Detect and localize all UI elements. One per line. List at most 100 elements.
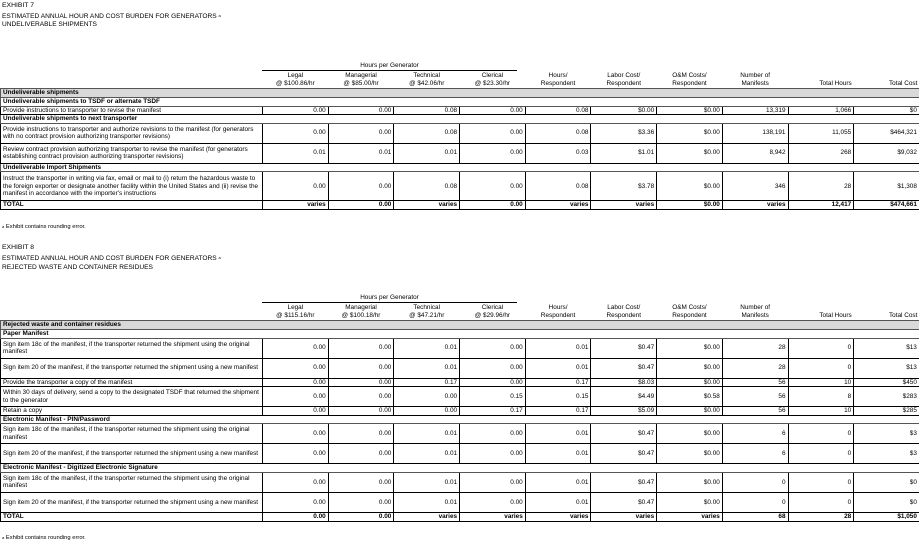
column-header <box>788 72 854 80</box>
cell-value: varies <box>524 200 592 210</box>
row-description: Within 30 days of delivery, send a copy … <box>0 386 263 408</box>
total-row: TOTAL 0.00 0.00 varies varies varies varies var… <box>0 511 919 522</box>
cell-value: $0.00 <box>656 491 723 513</box>
cell-value: 0.01 <box>393 423 461 445</box>
cell-value: 0 <box>721 471 789 493</box>
cell-value: 56 <box>721 386 789 408</box>
section-label: Undeliverable shipments to next transpor… <box>0 114 919 124</box>
column-header: @ $100.86/hr <box>275 80 315 87</box>
exhibit7-title-note: a <box>218 13 221 18</box>
cell-value: 8 <box>787 386 855 408</box>
cell-value: 0.00 <box>262 511 329 522</box>
section-header-row: Electronic Manifest - PIN/Password <box>0 415 919 425</box>
cell-value: $4.49 <box>590 386 658 408</box>
cell-value: 0 <box>721 491 789 513</box>
cell-value: 0.00 <box>459 200 526 210</box>
cell-value: 0.00 <box>327 377 395 388</box>
cell-value: varies <box>393 511 461 522</box>
cell-value: 0.00 <box>262 471 329 493</box>
cell-value: 0.00 <box>262 386 329 408</box>
column-header: Clerical <box>481 304 504 311</box>
table-row: Sign item 20 of the manifest, if the tra… <box>0 491 919 513</box>
exhibit7-subtitle: UNDELIVERABLE SHIPMENTS <box>2 21 97 28</box>
cell-value: 0.00 <box>459 377 526 388</box>
cell-value: $0.47 <box>590 423 658 445</box>
cell-value: 0.08 <box>524 122 592 144</box>
footnote-mark: a <box>2 535 5 540</box>
cell-value: $13 <box>853 337 919 359</box>
exhibit8-label: EXHIBIT 8 <box>2 244 34 251</box>
column-header-blank <box>1 304 263 312</box>
cell-value: $1,308 <box>853 171 919 202</box>
cell-value: 0.00 <box>262 406 329 416</box>
cell-value: 0.08 <box>524 171 592 202</box>
cell-value: 0.15 <box>524 386 592 408</box>
cell-value: 0.03 <box>524 142 592 164</box>
column-header: Respondent <box>672 80 707 87</box>
row-description: Sign item 20 of the manifest, if the tra… <box>0 491 263 513</box>
column-header: Managerial <box>345 72 377 79</box>
exhibit7-title: ESTIMATED ANNUAL HOUR AND COST BURDEN FO… <box>2 13 221 20</box>
cell-value: 0.08 <box>393 105 461 116</box>
section-header-row: Undeliverable shipments to next transpor… <box>0 114 919 124</box>
table-row: Provide instructions to transporter to r… <box>0 105 919 116</box>
cell-value: $0.58 <box>656 386 723 408</box>
section-label: Undeliverable Import Shipments <box>0 163 919 173</box>
cell-value: 0.00 <box>327 105 395 116</box>
cell-value: varies <box>721 200 789 210</box>
cell-value: 1,066 <box>787 105 855 116</box>
column-header: @ $100.18/hr <box>341 312 381 319</box>
column-header: Legal <box>287 72 304 79</box>
column-header: Total Cost <box>888 80 918 87</box>
cell-value: $3.36 <box>590 122 658 144</box>
cell-value: 0.00 <box>327 337 395 359</box>
column-header: Technical <box>413 304 441 311</box>
exhibit7-footnote: a Exhibit contains rounding error. <box>2 224 86 230</box>
cell-value: 0.00 <box>262 171 329 202</box>
cell-value: 0.00 <box>327 122 395 144</box>
column-header: @ $85.00/hr <box>343 80 379 87</box>
cell-value: $450 <box>853 377 919 388</box>
exhibit8-title-text: ESTIMATED ANNUAL HOUR AND COST BURDEN FO… <box>2 255 217 262</box>
cell-value: $283 <box>853 386 919 408</box>
footnote-text: Exhibit contains rounding error. <box>5 535 86 541</box>
cell-value: 0 <box>787 471 855 493</box>
cell-value: $5.09 <box>590 406 658 416</box>
column-header: Labor Cost/ <box>607 304 641 311</box>
cell-value: $0.00 <box>656 443 723 465</box>
row-description: Sign item 18c of the manifest, if the tr… <box>0 471 263 493</box>
cell-value: $0 <box>853 105 919 116</box>
cell-value: 0.00 <box>262 377 329 388</box>
cell-value: 0 <box>787 491 855 513</box>
column-header: @ $47.21/hr <box>409 312 445 319</box>
column-header <box>854 72 919 80</box>
column-header: O&M Costs/ <box>672 72 707 79</box>
column-header-blank <box>1 80 263 89</box>
cell-value: 0.01 <box>524 471 592 493</box>
table-row: Sign item 20 of the manifest, if the tra… <box>0 357 919 379</box>
column-header-row: @ $100.86/hr @ $85.00/hr @ $42.06/hr @ $23.… <box>1 80 919 89</box>
cell-value: varies <box>590 511 658 522</box>
cell-value: 0.17 <box>524 406 592 416</box>
cell-value: 56 <box>721 377 789 388</box>
cell-value: $464,321 <box>853 122 919 144</box>
column-header: O&M Costs/ <box>672 304 707 311</box>
cell-value: 0.00 <box>262 105 329 116</box>
section-label: Rejected waste and container residues <box>0 320 919 330</box>
row-description: TOTAL <box>0 511 263 522</box>
row-description: Sign item 18c of the manifest, if the tr… <box>0 337 263 359</box>
cell-value: 0.00 <box>262 337 329 359</box>
section-header-row: Paper Manifest <box>0 329 919 339</box>
cell-value: 10 <box>787 377 855 388</box>
cell-value: varies <box>524 511 592 522</box>
cell-value: $0 <box>853 471 919 493</box>
row-description: Retain a copy <box>0 406 263 416</box>
section-header-row: Undeliverable shipments to TSDF or alter… <box>0 97 919 107</box>
cell-value: 6 <box>721 443 789 465</box>
cell-value: 28 <box>787 511 855 522</box>
cell-value: 0 <box>787 357 855 379</box>
section-header-row: Undeliverable Import Shipments <box>0 163 919 173</box>
column-header: Respondent <box>606 312 642 319</box>
cell-value: 13,319 <box>721 105 789 116</box>
column-header: Clerical <box>481 72 504 79</box>
